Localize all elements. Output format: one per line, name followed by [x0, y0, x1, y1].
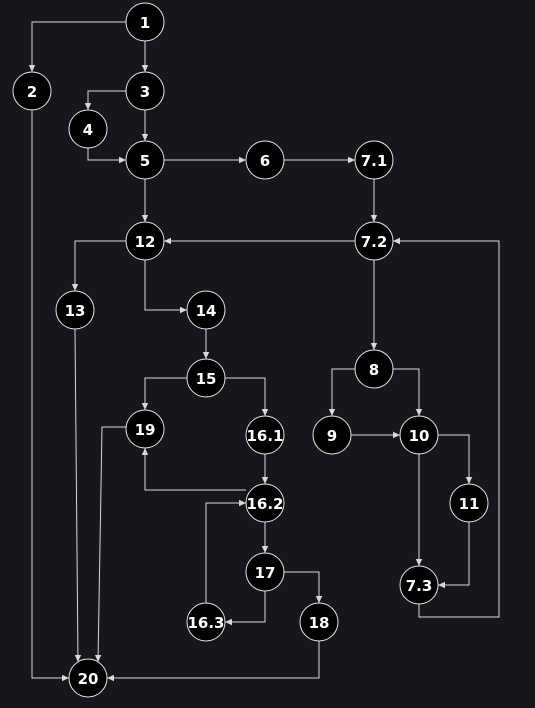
- node-circle: [12, 71, 52, 111]
- edge-n12-to-n13: [71, 240, 126, 291]
- node-circle: [245, 552, 285, 592]
- node-label: 20: [78, 670, 99, 688]
- edge-n19-to-n20: [94, 426, 127, 663]
- node-circle: [125, 221, 165, 261]
- node-n10: 10: [399, 415, 439, 455]
- node-n6: 6: [245, 140, 285, 180]
- edge-n8-to-n10: [393, 368, 423, 416]
- node-label: 18: [309, 614, 330, 632]
- node-n7_2: 7.2: [354, 221, 394, 261]
- node-n13: 13: [55, 290, 95, 330]
- edge-n3-to-n4: [84, 90, 126, 110]
- node-circle: [55, 290, 95, 330]
- edges-layer: [28, 21, 500, 682]
- node-circle: [186, 290, 226, 330]
- node-label: 2: [27, 83, 37, 101]
- edge-n18-to-n20: [107, 641, 320, 682]
- node-n19: 19: [125, 409, 165, 449]
- node-label: 15: [196, 370, 217, 388]
- node-n14: 14: [186, 290, 226, 330]
- node-circle: [354, 140, 394, 180]
- node-label: 4: [83, 121, 93, 139]
- edge-n12-to-n14: [144, 260, 187, 314]
- node-label: 17: [255, 564, 276, 582]
- node-n7_3: 7.3: [399, 565, 439, 605]
- node-circle: [245, 415, 285, 455]
- edge-n2-to-n20: [31, 110, 69, 682]
- node-label: 3: [140, 83, 150, 101]
- node-circle: [125, 140, 165, 180]
- node-n15: 15: [186, 358, 226, 398]
- node-n3: 3: [125, 71, 165, 111]
- node-n8: 8: [354, 349, 394, 389]
- node-n12: 12: [125, 221, 165, 261]
- node-circle: [125, 71, 165, 111]
- edge-n8-to-n9: [328, 368, 355, 416]
- node-label: 1: [140, 14, 150, 32]
- node-circle: [186, 358, 226, 398]
- edge-n15-to-n19: [141, 377, 187, 410]
- node-n20: 20: [68, 658, 108, 698]
- edge-n13-to-n20: [74, 328, 82, 663]
- node-label: 14: [196, 302, 217, 320]
- node-label: 5: [140, 152, 150, 170]
- node-label: 8: [369, 361, 379, 379]
- node-label: 7.2: [361, 233, 388, 251]
- node-n11: 11: [449, 483, 489, 523]
- node-label: 7.3: [406, 577, 433, 595]
- node-label: 9: [327, 427, 337, 445]
- node-n16_1: 16.1: [245, 415, 285, 455]
- node-n18: 18: [299, 602, 339, 642]
- edge-n17-to-n16_3: [225, 591, 266, 626]
- node-circle: [245, 483, 285, 523]
- node-n17: 17: [245, 552, 285, 592]
- node-circle: [312, 415, 352, 455]
- node-circle: [68, 658, 108, 698]
- node-label: 6: [260, 152, 270, 170]
- edge-n1-to-n2: [28, 21, 126, 72]
- node-label: 16.3: [187, 614, 224, 632]
- node-n1: 1: [125, 2, 165, 42]
- node-n5: 5: [125, 140, 165, 180]
- node-label: 11: [459, 495, 480, 513]
- node-n7_1: 7.1: [354, 140, 394, 180]
- node-circle: [68, 109, 108, 149]
- node-circle: [125, 2, 165, 42]
- node-label: 7.1: [361, 152, 388, 170]
- node-label: 13: [65, 302, 86, 320]
- node-label: 10: [409, 427, 430, 445]
- node-n16_2: 16.2: [245, 483, 285, 523]
- node-label: 16.2: [246, 495, 283, 513]
- node-label: 16.1: [246, 427, 283, 445]
- node-circle: [449, 483, 489, 523]
- node-circle: [299, 602, 339, 642]
- node-label: 12: [135, 233, 156, 251]
- edge-n17-to-n18: [284, 571, 323, 603]
- node-n2: 2: [12, 71, 52, 111]
- edge-n7_3-to-n7_2: [393, 237, 500, 618]
- node-circle: [354, 349, 394, 389]
- edge-n4-to-n5: [87, 148, 126, 164]
- node-circle: [245, 140, 285, 180]
- edge-n11-to-n7_3: [438, 522, 470, 589]
- node-circle: [186, 602, 226, 642]
- edge-n10-to-n11: [438, 434, 473, 484]
- node-n9: 9: [312, 415, 352, 455]
- node-circle: [399, 415, 439, 455]
- edge-n15-to-n16_1: [225, 377, 269, 416]
- edge-n16_2-to-n19: [141, 448, 246, 491]
- node-label: 19: [135, 421, 156, 439]
- node-circle: [354, 221, 394, 261]
- node-circle: [125, 409, 165, 449]
- node-n4: 4: [68, 109, 108, 149]
- node-n16_3: 16.3: [186, 602, 226, 642]
- edge-n16_3-to-n16_2: [205, 499, 246, 603]
- node-circle: [399, 565, 439, 605]
